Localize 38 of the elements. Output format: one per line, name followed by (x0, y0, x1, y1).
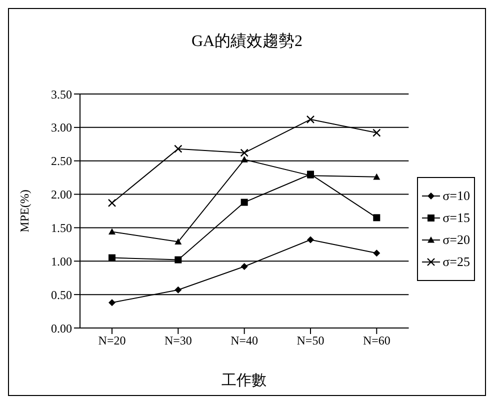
point (174, 286, 182, 294)
x-axis-title: 工作數 (220, 372, 268, 390)
point (174, 238, 182, 245)
legend-label: σ=15 (442, 210, 470, 226)
point (108, 198, 116, 208)
point (306, 115, 315, 124)
point (108, 254, 116, 262)
point (240, 262, 248, 270)
y-tick-label: 2.00 (51, 188, 72, 202)
point (108, 299, 116, 306)
point (373, 214, 380, 222)
y-axis-title: MPE(%) (17, 190, 32, 232)
point (373, 173, 380, 180)
y-tick-label: 0.50 (51, 288, 72, 302)
legend-label: σ=10 (442, 188, 470, 204)
point (372, 128, 381, 137)
point (240, 156, 248, 162)
y-tick-label: 1.50 (51, 220, 72, 235)
legend-label: σ=20 (442, 232, 470, 248)
x-tick-label: N=60 (362, 334, 390, 348)
point (108, 228, 116, 235)
y-tick-label: 3.50 (51, 87, 72, 102)
y-tick-label: 3.00 (51, 120, 72, 135)
point (174, 144, 182, 153)
x-tick-label: N=20 (98, 334, 126, 348)
x-tick-label: N=40 (230, 334, 258, 348)
point (174, 256, 182, 264)
point (373, 250, 380, 257)
y-tick-label: 2.50 (51, 154, 72, 168)
x-tick-label: N=30 (164, 334, 192, 348)
legend-label: σ=25 (442, 254, 470, 270)
y-tick-label: 0.00 (51, 321, 72, 336)
point (240, 148, 248, 157)
point (306, 236, 314, 244)
point (240, 198, 248, 206)
chart-title: GA的績效趨勢2 (190, 32, 304, 52)
y-tick-label: 1.00 (51, 254, 72, 268)
x-tick-label: N=50 (296, 334, 324, 348)
